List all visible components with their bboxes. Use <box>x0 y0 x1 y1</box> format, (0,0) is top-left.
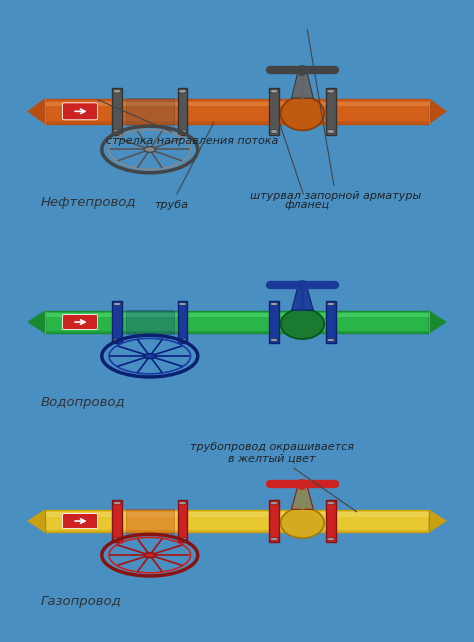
Bar <box>269 301 279 343</box>
Circle shape <box>179 130 186 134</box>
Circle shape <box>327 501 335 505</box>
Circle shape <box>113 130 121 134</box>
Bar <box>45 331 429 333</box>
Bar <box>269 88 279 135</box>
Text: Газопровод: Газопровод <box>41 595 121 608</box>
Polygon shape <box>429 311 447 333</box>
Bar <box>45 530 429 532</box>
Bar <box>112 88 122 135</box>
Bar <box>45 121 429 124</box>
FancyBboxPatch shape <box>63 514 98 528</box>
Circle shape <box>327 537 335 541</box>
Polygon shape <box>429 510 447 532</box>
Circle shape <box>327 338 335 342</box>
Polygon shape <box>429 99 447 124</box>
Polygon shape <box>27 311 45 333</box>
Circle shape <box>179 302 186 306</box>
Circle shape <box>327 89 335 93</box>
Circle shape <box>113 302 121 306</box>
Circle shape <box>113 501 121 505</box>
Polygon shape <box>292 286 313 310</box>
Bar <box>45 311 429 333</box>
Circle shape <box>144 354 155 359</box>
Circle shape <box>270 537 278 541</box>
Circle shape <box>179 89 186 93</box>
Bar <box>326 301 336 343</box>
FancyBboxPatch shape <box>63 315 98 329</box>
Bar <box>269 500 279 542</box>
Bar <box>45 99 429 124</box>
Bar <box>178 301 187 343</box>
Bar <box>45 101 429 106</box>
Polygon shape <box>292 485 313 509</box>
Circle shape <box>270 89 278 93</box>
Bar <box>112 301 122 343</box>
Polygon shape <box>27 510 45 532</box>
Text: Водопровод: Водопровод <box>41 396 126 409</box>
Circle shape <box>179 537 186 541</box>
Bar <box>112 500 122 542</box>
Bar <box>45 313 429 318</box>
Circle shape <box>270 338 278 342</box>
Text: труба: труба <box>155 122 214 209</box>
Text: Нефтепровод: Нефтепровод <box>41 196 136 209</box>
Circle shape <box>113 338 121 342</box>
Text: штурвал запорной арматуры: штурвал запорной арматуры <box>250 30 421 201</box>
Circle shape <box>179 501 186 505</box>
Circle shape <box>144 553 155 558</box>
Bar <box>178 88 187 135</box>
Bar <box>126 508 174 534</box>
Circle shape <box>179 338 186 342</box>
Circle shape <box>327 302 335 306</box>
Circle shape <box>270 302 278 306</box>
Bar <box>45 510 429 532</box>
Ellipse shape <box>281 309 324 339</box>
Bar <box>326 88 336 135</box>
Polygon shape <box>27 99 45 124</box>
Text: трубопровод окрашивается
в желтый цвет: трубопровод окрашивается в желтый цвет <box>190 442 357 512</box>
Ellipse shape <box>281 508 324 538</box>
Bar <box>178 500 187 542</box>
Text: стрелка направления потока: стрелка направления потока <box>98 100 279 146</box>
Polygon shape <box>292 71 313 98</box>
Bar <box>126 309 174 334</box>
Circle shape <box>327 130 335 134</box>
Text: фланец: фланец <box>279 123 329 209</box>
Circle shape <box>113 89 121 93</box>
Bar <box>126 98 174 125</box>
Circle shape <box>113 537 121 541</box>
Bar <box>45 512 429 517</box>
Ellipse shape <box>281 96 324 130</box>
Circle shape <box>270 501 278 505</box>
Bar <box>326 500 336 542</box>
Circle shape <box>144 146 155 152</box>
Circle shape <box>270 130 278 134</box>
FancyBboxPatch shape <box>63 103 98 120</box>
